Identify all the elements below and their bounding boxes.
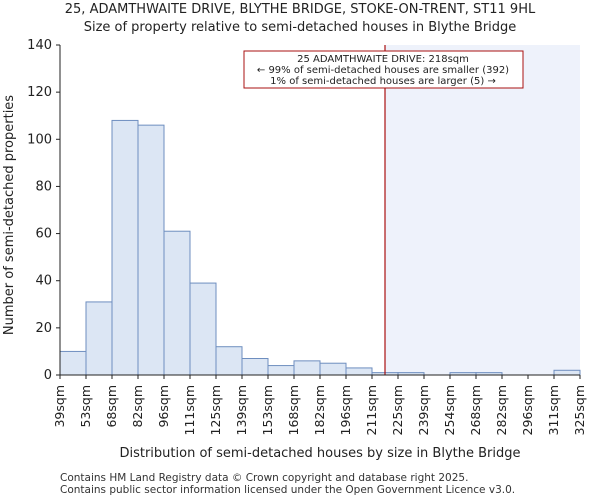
x-tick-label-125sqm: 125sqm: [208, 385, 223, 435]
x-tick-label-211sqm: 211sqm: [364, 385, 379, 435]
bar-182sqm: [319, 362, 347, 376]
x-tick-label-68sqm: 68sqm: [104, 385, 119, 428]
chart-title: 25, ADAMTHWAITE DRIVE, BLYTHE BRIDGE, ST…: [64, 2, 536, 17]
bar-111sqm: [189, 282, 217, 376]
x-tick-label-139sqm: 139sqm: [234, 385, 249, 435]
annotation-box: [243, 50, 524, 89]
x-tick-label-96sqm: 96sqm: [156, 385, 171, 428]
y-tick-label-80: 80: [35, 179, 52, 194]
bar-39sqm: [59, 350, 87, 376]
x-tick-label-311sqm: 311sqm: [546, 385, 561, 435]
bar-168sqm: [293, 360, 321, 376]
annotation-line1: 25 ADAMTHWAITE DRIVE: 218sqm: [297, 54, 469, 65]
x-tick-label-282sqm: 282sqm: [494, 385, 509, 435]
bar-96sqm: [163, 230, 191, 376]
footer-line-2: Contains public sector information licen…: [60, 484, 516, 496]
bar-53sqm: [85, 301, 113, 376]
y-tick-label-100: 100: [27, 132, 52, 147]
x-tick-label-82sqm: 82sqm: [130, 385, 145, 428]
bar-68sqm: [111, 119, 139, 376]
y-tick-label-120: 120: [27, 85, 52, 100]
x-tick-label-53sqm: 53sqm: [78, 385, 93, 428]
x-tick-label-153sqm: 153sqm: [260, 385, 275, 435]
annotation-line3: 1% of semi-detached houses are larger (5…: [270, 76, 496, 87]
y-tick-label-20: 20: [35, 321, 52, 336]
x-tick-label-268sqm: 268sqm: [468, 385, 483, 435]
y-tick-label-0: 0: [44, 368, 52, 383]
y-axis-label: Number of semi-detached properties: [2, 95, 17, 335]
bar-125sqm: [215, 346, 243, 376]
bar-153sqm: [267, 365, 295, 376]
x-tick-label-39sqm: 39sqm: [52, 385, 67, 428]
annotation-line2: ← 99% of semi-detached houses are smalle…: [257, 65, 509, 76]
bar-311sqm: [553, 369, 581, 376]
x-tick-label-296sqm: 296sqm: [520, 385, 535, 435]
highlight-region: [385, 45, 580, 375]
x-tick-label-196sqm: 196sqm: [338, 385, 353, 435]
x-tick-label-254sqm: 254sqm: [442, 385, 457, 435]
x-tick-label-182sqm: 182sqm: [312, 385, 327, 435]
x-axis-label: Distribution of semi-detached houses by …: [119, 446, 520, 461]
y-tick-label-40: 40: [35, 274, 52, 289]
bar-196sqm: [345, 367, 373, 376]
x-tick-label-168sqm: 168sqm: [286, 385, 301, 435]
x-tick-label-111sqm: 111sqm: [182, 385, 197, 435]
x-tick-label-225sqm: 225sqm: [390, 385, 405, 435]
x-tick-label-325sqm: 325sqm: [572, 385, 587, 435]
y-tick-label-60: 60: [35, 227, 52, 242]
chart-subtitle: Size of property relative to semi-detach…: [83, 20, 517, 35]
histogram-chart: 0 20 40 60 80 100 120 140 39sqm 53sqm 68sqm 82sqm 96…: [2, 38, 587, 461]
y-tick-label-140: 140: [27, 38, 52, 53]
x-tick-label-239sqm: 239sqm: [416, 385, 431, 435]
bar-82sqm: [137, 124, 165, 376]
bar-139sqm: [241, 358, 269, 376]
footer-line-1: Contains HM Land Registry data © Crown c…: [60, 472, 469, 484]
